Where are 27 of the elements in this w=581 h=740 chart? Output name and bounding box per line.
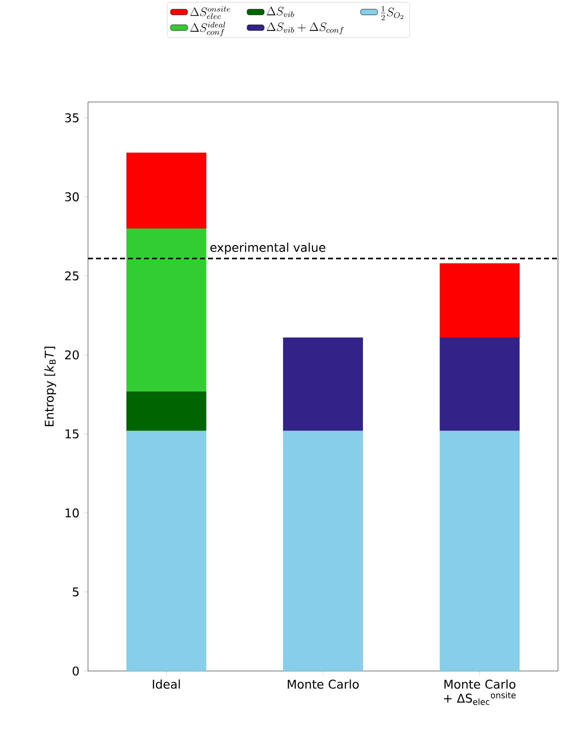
bar bbox=[440, 430, 520, 671]
x-tick-label: Monte Carlo bbox=[288, 679, 359, 689]
bar bbox=[126, 391, 206, 431]
bar bbox=[126, 152, 206, 228]
legend-label: $\Delta S_{vib}$ bbox=[266, 6, 294, 18]
y-tick-label: 35 bbox=[65, 113, 79, 122]
x-tick-label: Monte Carlo + ΔS$_{elec}$onsite bbox=[444, 679, 516, 705]
bar bbox=[283, 338, 363, 431]
bar bbox=[440, 263, 520, 338]
y-tick-label: 10 bbox=[66, 508, 79, 518]
legend-label: $\Delta S_{conf}^{ideal}$ bbox=[190, 22, 226, 36]
legend-label: $\Delta S_{elec}^{onsite}$ bbox=[190, 6, 230, 19]
bar bbox=[126, 430, 206, 671]
bar bbox=[283, 430, 363, 671]
ref-line-label: experimental value bbox=[210, 242, 326, 254]
y-tick-label: 20 bbox=[65, 350, 79, 360]
legend-label: $\frac{1}{2}S_{O_2}$ bbox=[380, 6, 404, 20]
x-tick-label: Ideal bbox=[152, 679, 180, 689]
legend-label: $\Delta S_{vib} + \Delta S_{conf}$ bbox=[266, 22, 344, 34]
bar bbox=[440, 338, 520, 431]
bar bbox=[126, 228, 206, 392]
y-tick-label: 0 bbox=[72, 666, 79, 676]
y-tick-label: 5 bbox=[72, 588, 79, 596]
y-axis-title: Entropy [k$_{B}$T] bbox=[44, 346, 56, 426]
y-tick-label: 15 bbox=[66, 429, 79, 438]
y-tick-label: 25 bbox=[65, 271, 79, 280]
y-tick-label: 30 bbox=[65, 192, 79, 202]
